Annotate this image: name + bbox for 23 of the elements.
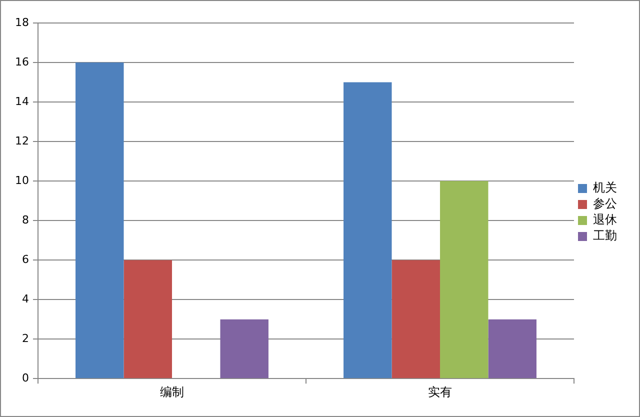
- y-tick-label: 14: [14, 94, 29, 108]
- y-tick-label: 4: [22, 292, 29, 306]
- x-tick-label: 编制: [160, 384, 184, 399]
- y-tick-label: 16: [14, 55, 29, 68]
- bar: [344, 82, 392, 378]
- bar: [76, 62, 124, 378]
- bar: [220, 319, 268, 378]
- bar: [124, 260, 172, 378]
- legend-label: 退休: [593, 212, 617, 227]
- legend-label: 工勤: [593, 228, 617, 243]
- bar: [440, 181, 488, 378]
- bar: [488, 319, 536, 378]
- y-tick-label: 8: [22, 213, 29, 226]
- bar: [392, 260, 440, 378]
- y-tick-label: 10: [14, 174, 29, 187]
- y-tick-label: 18: [14, 16, 29, 29]
- y-tick-label: 0: [22, 371, 29, 384]
- legend-label: 参公: [593, 196, 617, 211]
- y-tick-label: 6: [22, 252, 29, 266]
- y-tick-label: 2: [22, 332, 29, 345]
- x-tick-label: 实有: [428, 384, 452, 399]
- legend-label: 机关: [593, 180, 617, 195]
- y-tick-label: 12: [14, 134, 29, 148]
